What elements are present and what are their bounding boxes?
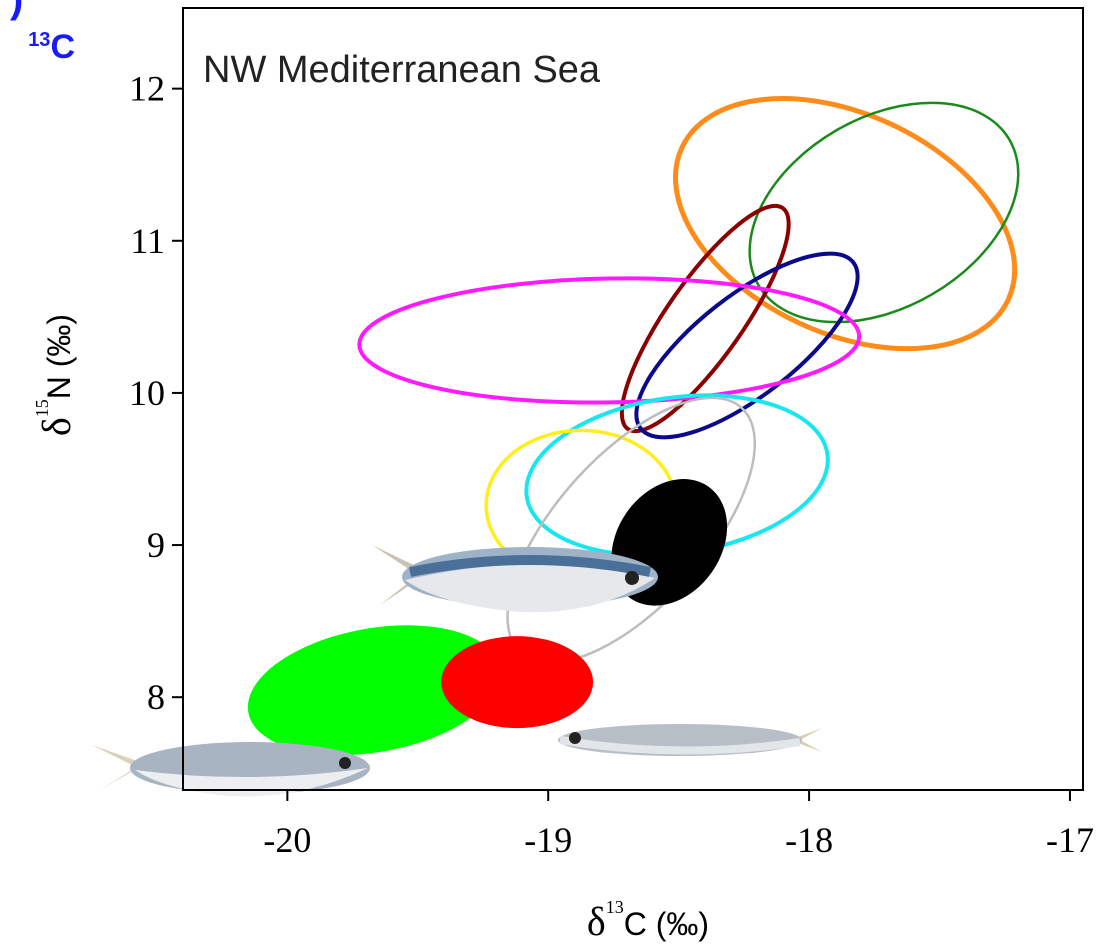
y-tick-label: 9: [147, 525, 165, 565]
ellipse: [619, 203, 791, 434]
ellipses: [247, 96, 1020, 756]
fish-tail: [372, 545, 420, 605]
y-label-sup: 15: [32, 399, 52, 417]
ellipse: [611, 479, 728, 606]
fish-eye: [339, 757, 351, 769]
x-tick-label: -19: [524, 820, 572, 860]
fish-sardine-low: [92, 742, 370, 797]
ellipse: [247, 625, 501, 756]
plot-frame: [182, 7, 1084, 791]
x-label-text: C (‰): [624, 906, 709, 942]
ellipse: [441, 636, 594, 729]
ellipse: [357, 276, 862, 405]
y-axis-label: δ15N (‰): [32, 314, 79, 436]
ellipse: [748, 101, 1020, 324]
y-tick-label: 10: [129, 373, 165, 413]
fish-tail: [92, 745, 140, 790]
fish-illustrations: [92, 545, 822, 797]
chart-title: NW Mediterranean Sea: [203, 49, 601, 91]
x-tick-label: -17: [1046, 820, 1094, 860]
x-label-symbol: δ: [587, 899, 606, 944]
x-tick-label: -18: [785, 820, 833, 860]
fish-eye: [625, 571, 639, 585]
panel-fragment: ): [10, 0, 23, 21]
fish-belly: [405, 564, 655, 613]
fish-sardine-mid: [372, 545, 658, 613]
panel-text: C: [50, 28, 75, 66]
fish-back: [409, 555, 651, 577]
ellipse: [673, 96, 1018, 352]
fish-belly: [559, 736, 801, 755]
y-label-text: N (‰): [41, 314, 77, 399]
x-tick-label: -20: [263, 820, 311, 860]
panel-sup: 13: [28, 29, 50, 51]
y-tick-label: 8: [147, 677, 165, 717]
y-tick-label: 11: [130, 221, 165, 261]
x-axis-label: δ13C (‰): [587, 897, 709, 944]
panel-label: 13C: [28, 28, 75, 66]
y-tick-label: 12: [129, 69, 165, 109]
fish-eye: [569, 732, 581, 744]
fish-anchovy: [558, 724, 822, 756]
ellipse: [634, 251, 860, 440]
x-label-sup: 13: [606, 897, 624, 917]
y-label-symbol: δ: [34, 417, 79, 436]
